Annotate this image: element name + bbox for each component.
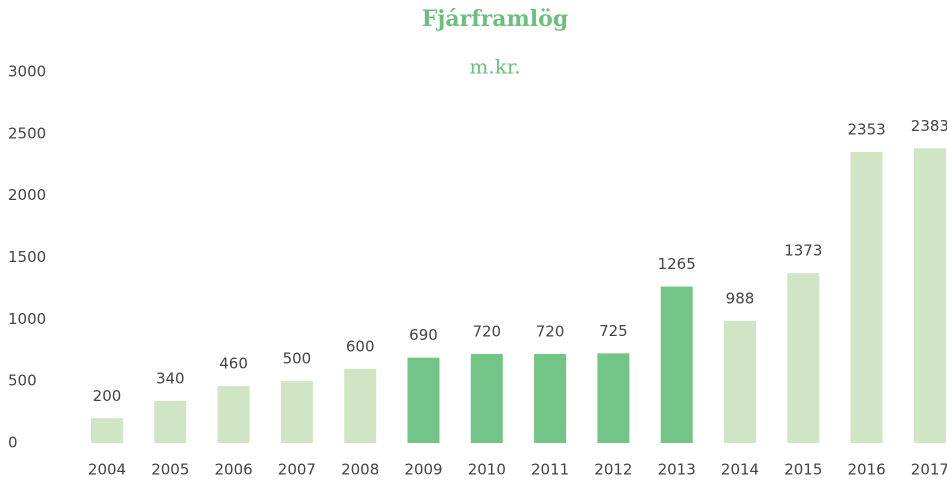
y-tick-label: 0 bbox=[8, 434, 18, 452]
bar bbox=[91, 418, 123, 443]
x-tick-label: 2012 bbox=[594, 461, 632, 479]
data-label: 690 bbox=[409, 326, 438, 344]
data-label: 600 bbox=[346, 337, 375, 355]
bar bbox=[850, 152, 883, 443]
chart-title: Fjárframlög bbox=[422, 6, 568, 32]
x-tick-label: 2009 bbox=[404, 461, 442, 479]
y-tick-label: 2000 bbox=[8, 186, 46, 204]
bar bbox=[913, 148, 946, 443]
x-tick-label: 2017 bbox=[911, 461, 947, 479]
x-tick-label: 2007 bbox=[278, 461, 316, 479]
x-tick-label: 2013 bbox=[658, 461, 696, 479]
x-tick-label: 2014 bbox=[721, 461, 759, 479]
x-tick-label: 2004 bbox=[88, 461, 126, 479]
bar bbox=[154, 400, 187, 443]
bar bbox=[597, 353, 630, 443]
x-tick-label: 2006 bbox=[215, 461, 253, 479]
x-tick-label: 2016 bbox=[848, 461, 886, 479]
data-label: 500 bbox=[283, 350, 312, 368]
y-tick-label: 1000 bbox=[8, 310, 46, 328]
data-label: 720 bbox=[536, 322, 565, 340]
bar bbox=[470, 353, 503, 443]
data-label: 2383 bbox=[911, 117, 947, 135]
bar bbox=[534, 353, 567, 443]
x-tick-label: 2015 bbox=[784, 461, 822, 479]
data-label: 725 bbox=[599, 322, 628, 340]
data-label: 720 bbox=[472, 322, 501, 340]
x-tick-label: 2005 bbox=[151, 461, 189, 479]
y-tick-label: 1500 bbox=[8, 248, 46, 266]
data-label: 1265 bbox=[658, 255, 696, 273]
x-tick-label: 2010 bbox=[468, 461, 506, 479]
data-label: 460 bbox=[219, 355, 248, 373]
data-label: 1373 bbox=[784, 242, 822, 260]
y-tick-label: 2500 bbox=[8, 124, 46, 142]
data-label: 200 bbox=[93, 387, 122, 405]
data-label: 988 bbox=[726, 289, 755, 307]
chart-subtitle: m.kr. bbox=[469, 55, 520, 79]
data-label: 340 bbox=[156, 369, 185, 387]
data-label: 2353 bbox=[848, 121, 886, 139]
bar bbox=[724, 320, 756, 443]
bar bbox=[280, 381, 313, 443]
x-tick-label: 2011 bbox=[531, 461, 569, 479]
y-tick-label: 3000 bbox=[8, 63, 46, 81]
x-tick-label: 2008 bbox=[341, 461, 379, 479]
bar bbox=[344, 368, 377, 443]
bar bbox=[660, 286, 693, 443]
bar bbox=[787, 273, 820, 443]
y-tick-label: 500 bbox=[8, 372, 37, 390]
bar bbox=[217, 386, 250, 443]
bar bbox=[407, 357, 440, 443]
